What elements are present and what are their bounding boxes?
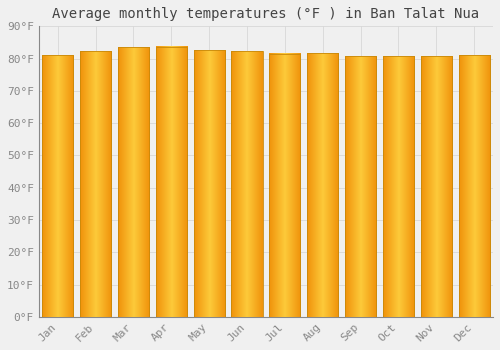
Bar <box>458 55 490 317</box>
Bar <box>194 50 224 317</box>
Bar <box>270 54 300 317</box>
Bar <box>307 53 338 317</box>
Bar <box>156 47 187 317</box>
Bar <box>232 51 262 317</box>
Bar <box>42 55 74 317</box>
Bar <box>80 51 111 317</box>
Bar <box>421 56 452 317</box>
Bar <box>383 56 414 317</box>
Title: Average monthly temperatures (°F ) in Ban Talat Nua: Average monthly temperatures (°F ) in Ba… <box>52 7 480 21</box>
Bar <box>118 47 149 317</box>
Bar <box>345 56 376 317</box>
